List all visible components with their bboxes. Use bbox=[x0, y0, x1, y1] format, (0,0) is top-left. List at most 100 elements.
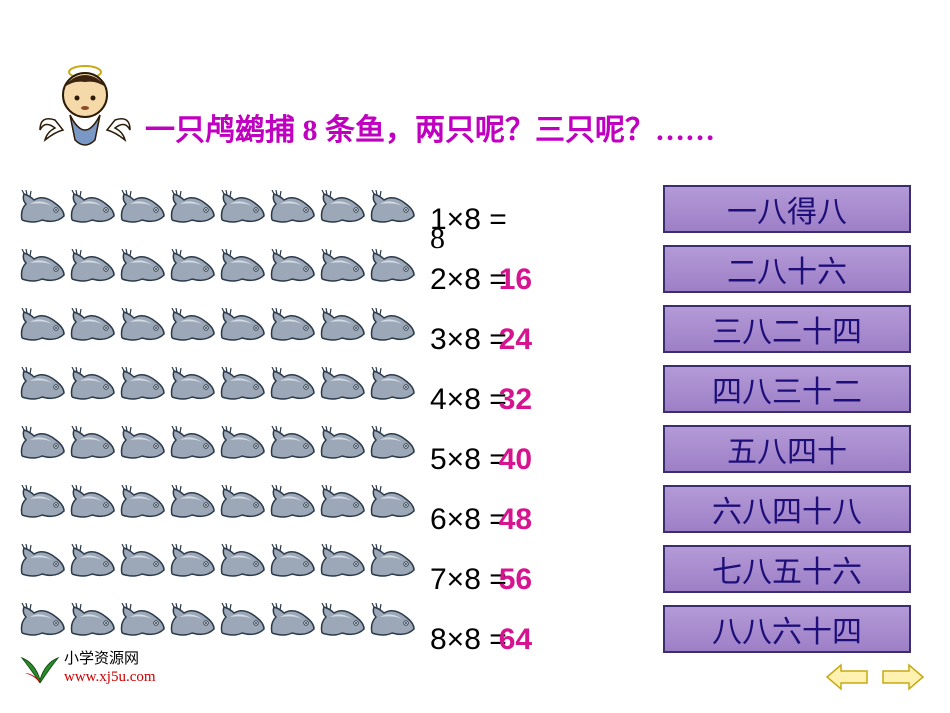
fish-icon bbox=[170, 190, 216, 231]
fish-icon bbox=[20, 426, 66, 467]
equation-result: 40 bbox=[499, 443, 532, 477]
equation-row: 1×8 =8 bbox=[430, 190, 532, 250]
fish-icon bbox=[320, 190, 366, 231]
fish-icon bbox=[370, 426, 416, 467]
angel-icon bbox=[35, 60, 135, 160]
fish-icon bbox=[20, 485, 66, 526]
fish-icon bbox=[270, 485, 316, 526]
fish-icon bbox=[270, 249, 316, 290]
equation-expression: 2×8 = bbox=[430, 263, 507, 297]
question-text: 一只鸬鹚捕 8 条鱼，两只呢？三只呢？…… bbox=[145, 105, 715, 149]
fish-icon bbox=[70, 544, 116, 585]
fish-icon bbox=[70, 308, 116, 349]
fish-icon bbox=[320, 426, 366, 467]
mnemonic-column: 一八得八二八十六三八二十四四八三十二五八四十六八四十八七八五十六八八六十四 bbox=[663, 185, 911, 665]
mnemonic-box: 二八十六 bbox=[663, 245, 911, 293]
fish-icon bbox=[220, 426, 266, 467]
fish-icon bbox=[370, 190, 416, 231]
fish-icon bbox=[370, 249, 416, 290]
equation-result: 24 bbox=[499, 323, 532, 357]
equation-result: 32 bbox=[499, 383, 532, 417]
logo-text: 小学资源网 www.xj5u.com bbox=[64, 650, 156, 686]
fish-icon bbox=[120, 485, 166, 526]
next-arrow-icon[interactable] bbox=[881, 663, 925, 691]
equation-result: 56 bbox=[499, 563, 532, 597]
logo-cn: 小学资源网 bbox=[64, 650, 156, 668]
fish-icon bbox=[170, 426, 216, 467]
nav-arrows bbox=[825, 663, 925, 691]
equation-expression: 6×8 = bbox=[430, 503, 507, 537]
fish-icon bbox=[220, 308, 266, 349]
equation-result: 16 bbox=[499, 263, 532, 297]
mnemonic-box: 七八五十六 bbox=[663, 545, 911, 593]
fish-icon bbox=[70, 603, 116, 644]
equation-row: 3×8 =24 bbox=[430, 310, 532, 370]
fish-icon bbox=[120, 308, 166, 349]
fish-icon bbox=[320, 544, 366, 585]
fish-icon bbox=[220, 249, 266, 290]
mnemonic-box: 三八二十四 bbox=[663, 305, 911, 353]
fish-icon bbox=[320, 367, 366, 408]
fish-icon bbox=[170, 308, 216, 349]
equation-expression: 7×8 = bbox=[430, 563, 507, 597]
fish-icon bbox=[370, 308, 416, 349]
equation-result: 64 bbox=[499, 623, 532, 657]
fish-grid bbox=[20, 190, 416, 644]
fish-icon bbox=[320, 249, 366, 290]
mnemonic-box: 一八得八 bbox=[663, 185, 911, 233]
fish-icon bbox=[320, 308, 366, 349]
fish-icon bbox=[70, 249, 116, 290]
fish-icon bbox=[170, 603, 216, 644]
fish-row bbox=[20, 367, 416, 408]
equation-row: 8×8 =64 bbox=[430, 610, 532, 670]
fish-icon bbox=[320, 485, 366, 526]
mnemonic-box: 五八四十 bbox=[663, 425, 911, 473]
fish-icon bbox=[220, 603, 266, 644]
fish-icon bbox=[370, 367, 416, 408]
equation-row: 4×8 =32 bbox=[430, 370, 532, 430]
fish-icon bbox=[170, 544, 216, 585]
equation-expression: 8×8 = bbox=[430, 623, 507, 657]
fish-icon bbox=[20, 544, 66, 585]
fish-icon bbox=[220, 544, 266, 585]
equation-expression: 3×8 = bbox=[430, 323, 507, 357]
prev-arrow-icon[interactable] bbox=[825, 663, 869, 691]
fish-icon bbox=[120, 426, 166, 467]
fish-icon bbox=[70, 426, 116, 467]
equation-expression: 5×8 = bbox=[430, 443, 507, 477]
fish-row bbox=[20, 485, 416, 526]
fish-icon bbox=[170, 485, 216, 526]
fish-icon bbox=[370, 544, 416, 585]
fish-icon bbox=[220, 485, 266, 526]
fish-icon bbox=[120, 190, 166, 231]
fish-icon bbox=[20, 367, 66, 408]
fish-icon bbox=[270, 190, 316, 231]
mnemonic-box: 四八三十二 bbox=[663, 365, 911, 413]
equation-expression: 4×8 = bbox=[430, 383, 507, 417]
equations-column: 1×8 =82×8 =163×8 =244×8 =325×8 =406×8 =4… bbox=[430, 190, 532, 670]
equation-row: 7×8 =56 bbox=[430, 550, 532, 610]
fish-icon bbox=[120, 603, 166, 644]
fish-row bbox=[20, 249, 416, 290]
fish-icon bbox=[170, 249, 216, 290]
fish-icon bbox=[70, 367, 116, 408]
fish-icon bbox=[270, 367, 316, 408]
logo-url: www.xj5u.com bbox=[64, 668, 156, 686]
fish-icon bbox=[20, 190, 66, 231]
fish-icon bbox=[220, 367, 266, 408]
site-logo: 小学资源网 www.xj5u.com bbox=[20, 648, 156, 688]
fish-icon bbox=[170, 367, 216, 408]
fish-row bbox=[20, 603, 416, 644]
fish-icon bbox=[20, 603, 66, 644]
equation-result: 48 bbox=[499, 503, 532, 537]
fish-icon bbox=[320, 603, 366, 644]
fish-icon bbox=[220, 190, 266, 231]
fish-icon bbox=[270, 426, 316, 467]
equation-row: 5×8 =40 bbox=[430, 430, 532, 490]
fish-row bbox=[20, 544, 416, 585]
fish-icon bbox=[120, 367, 166, 408]
fish-icon bbox=[120, 544, 166, 585]
fish-icon bbox=[270, 308, 316, 349]
mnemonic-box: 六八四十八 bbox=[663, 485, 911, 533]
fish-row bbox=[20, 190, 416, 231]
